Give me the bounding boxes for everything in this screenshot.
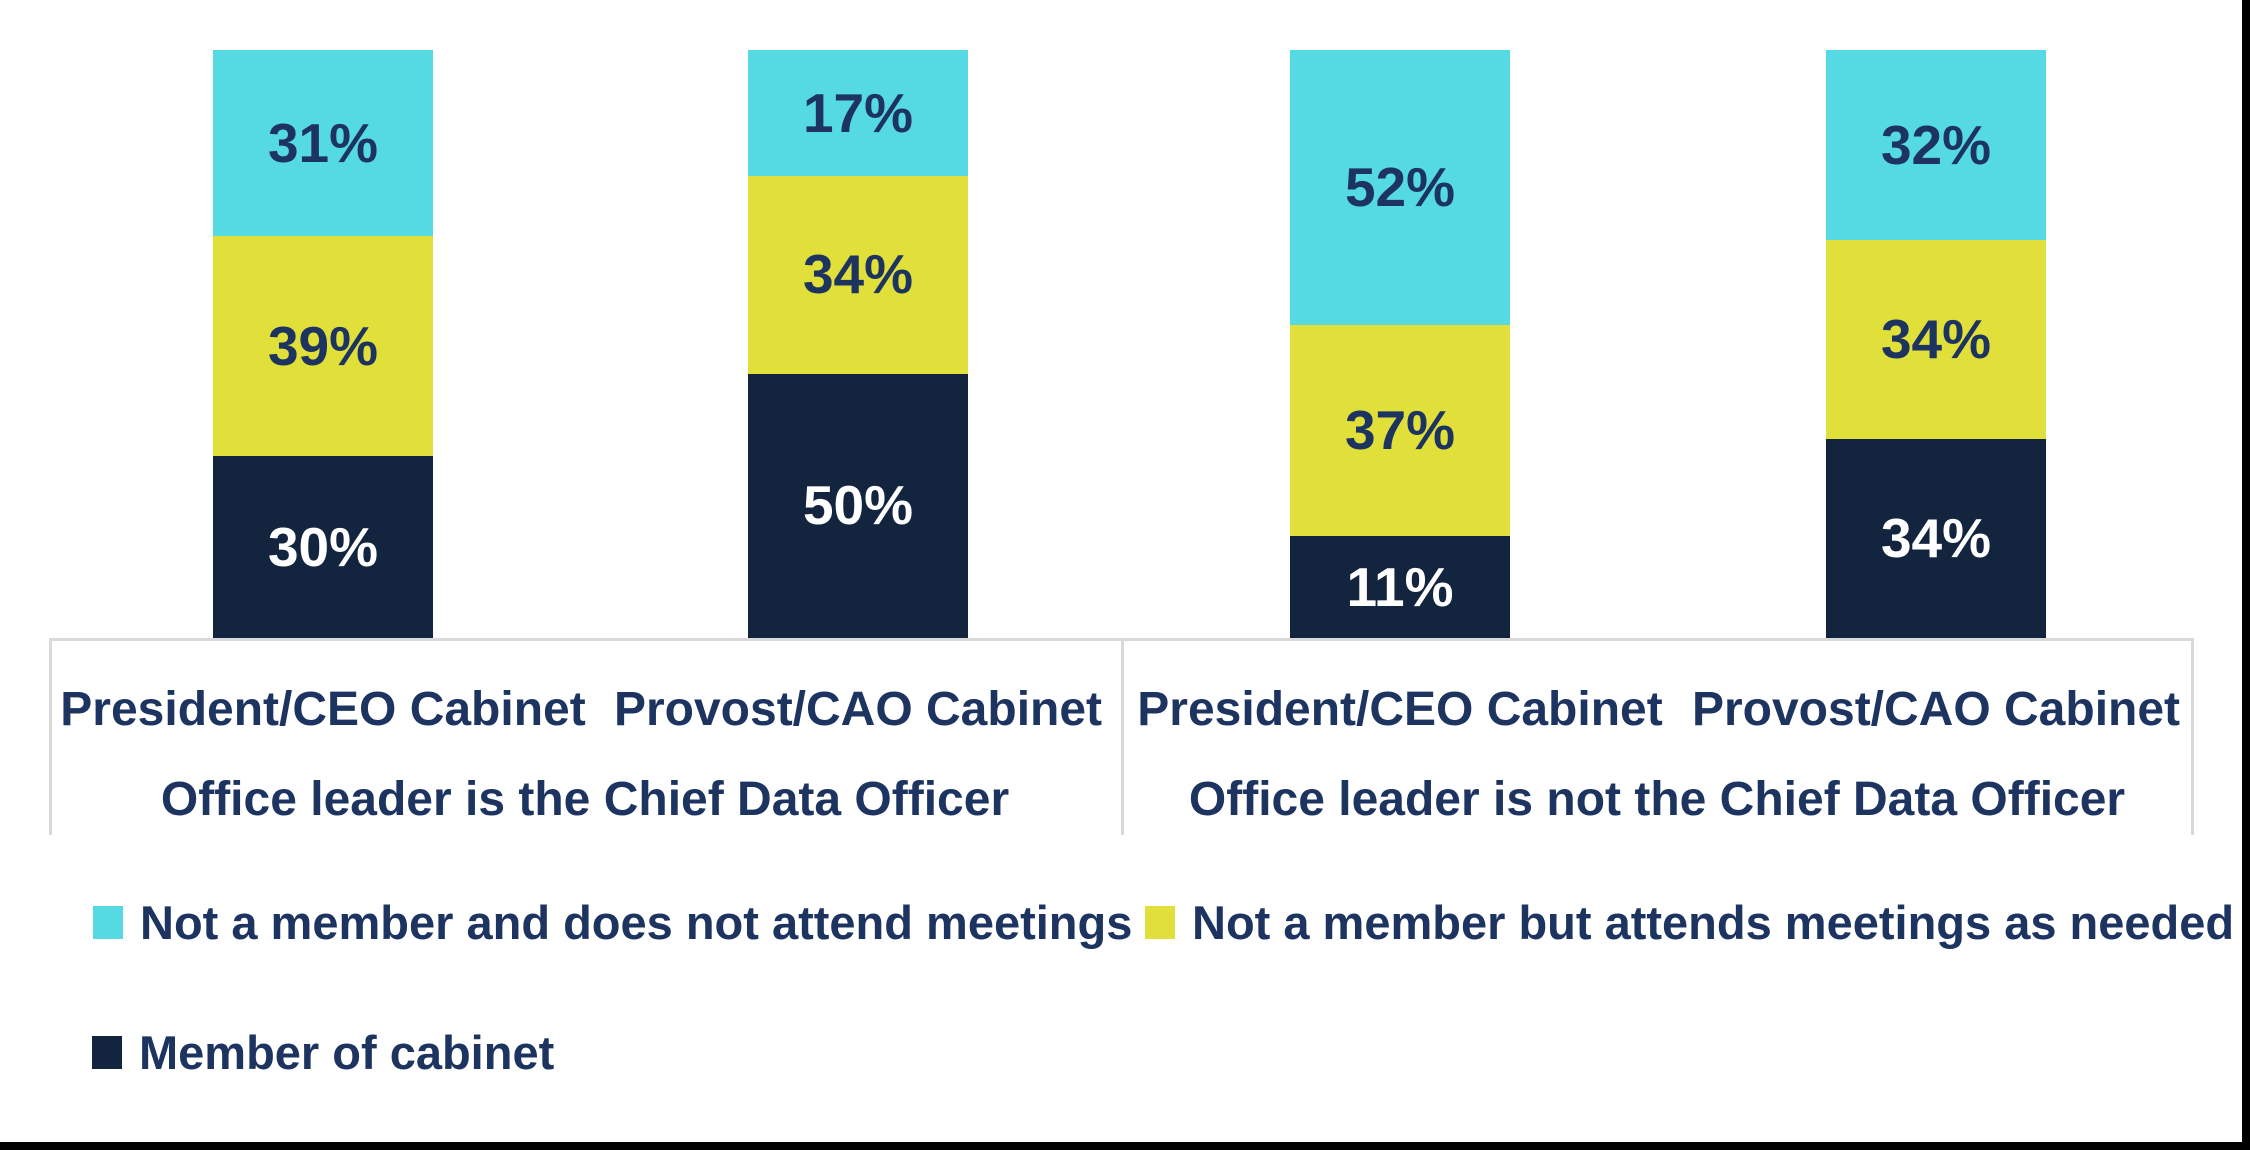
window-edge-bottom <box>0 1142 2250 1150</box>
legend-swatch-navy <box>92 1036 122 1070</box>
axis-tick-middle <box>1121 638 1124 835</box>
bar-value-label: 39% <box>267 314 379 377</box>
bar-value-label: 30% <box>267 515 379 578</box>
bar-value-label: 34% <box>1880 308 1992 371</box>
stacked-bar-4: 32% 34% 34% <box>1826 50 2046 638</box>
category-label-2: Provost/CAO Cabinet <box>613 683 1103 736</box>
bar-value-label: 34% <box>1880 507 1992 570</box>
legend-swatch-yellow <box>1145 906 1175 940</box>
bar-value-label: 17% <box>802 81 914 144</box>
legend-label: Not a member but attends meetings as nee… <box>1192 896 2235 949</box>
bar-segment: 34% <box>748 176 968 374</box>
bar-segment: 39% <box>213 236 433 457</box>
bar-segment: 34% <box>1826 240 2046 440</box>
category-label-1: President/CEO Cabinet <box>60 683 586 736</box>
bar-value-label: 37% <box>1344 399 1456 462</box>
bar-value-label: 34% <box>802 243 914 306</box>
bar-segment: 30% <box>213 456 433 638</box>
stacked-bar-3: 52% 37% 11% <box>1290 50 1510 638</box>
legend-label: Not a member and does not attend meeting… <box>140 896 1133 949</box>
axis-tick-right <box>2191 638 2194 835</box>
bar-value-label: 52% <box>1344 155 1456 218</box>
category-label-3: President/CEO Cabinet <box>1137 683 1663 736</box>
legend-label: Member of cabinet <box>139 1026 555 1079</box>
bar-segment: 31% <box>213 50 433 237</box>
stacked-bar-1: 31% 39% 30% <box>213 50 433 638</box>
bar-value-label: 31% <box>267 111 379 174</box>
group-label-not-cdo: Office leader is not the Chief Data Offi… <box>1188 773 2126 826</box>
bar-segment: 50% <box>748 373 968 638</box>
window-edge-right <box>2242 0 2250 1150</box>
bar-segment: 34% <box>1826 439 2046 638</box>
legend-item-not-member-attends: Not a member but attends meetings as nee… <box>1145 897 2234 949</box>
bar-segment: 52% <box>1290 50 1510 325</box>
axis-tick-left <box>49 638 52 835</box>
stacked-bar-2: 17% 34% 50% <box>748 50 968 638</box>
bar-value-label: 32% <box>1880 113 1992 176</box>
bar-segment: 11% <box>1290 536 1510 638</box>
legend-swatch-cyan <box>93 906 123 940</box>
stacked-bar-chart: 31% 39% 30% 17% 34% 50% 52% 37% 11% 32% 34% 34% <box>0 50 2250 638</box>
bar-value-label: 50% <box>802 474 914 537</box>
bar-segment: 37% <box>1290 324 1510 537</box>
legend-item-member: Member of cabinet <box>92 1027 554 1079</box>
group-label-cdo: Office leader is the Chief Data Officer <box>160 773 1010 826</box>
bar-segment: 32% <box>1826 50 2046 241</box>
legend-item-not-member-no-attend: Not a member and does not attend meeting… <box>93 897 1132 949</box>
bar-segment: 17% <box>748 50 968 177</box>
category-label-4: Provost/CAO Cabinet <box>1691 683 2181 736</box>
bar-value-label: 11% <box>1346 555 1454 618</box>
